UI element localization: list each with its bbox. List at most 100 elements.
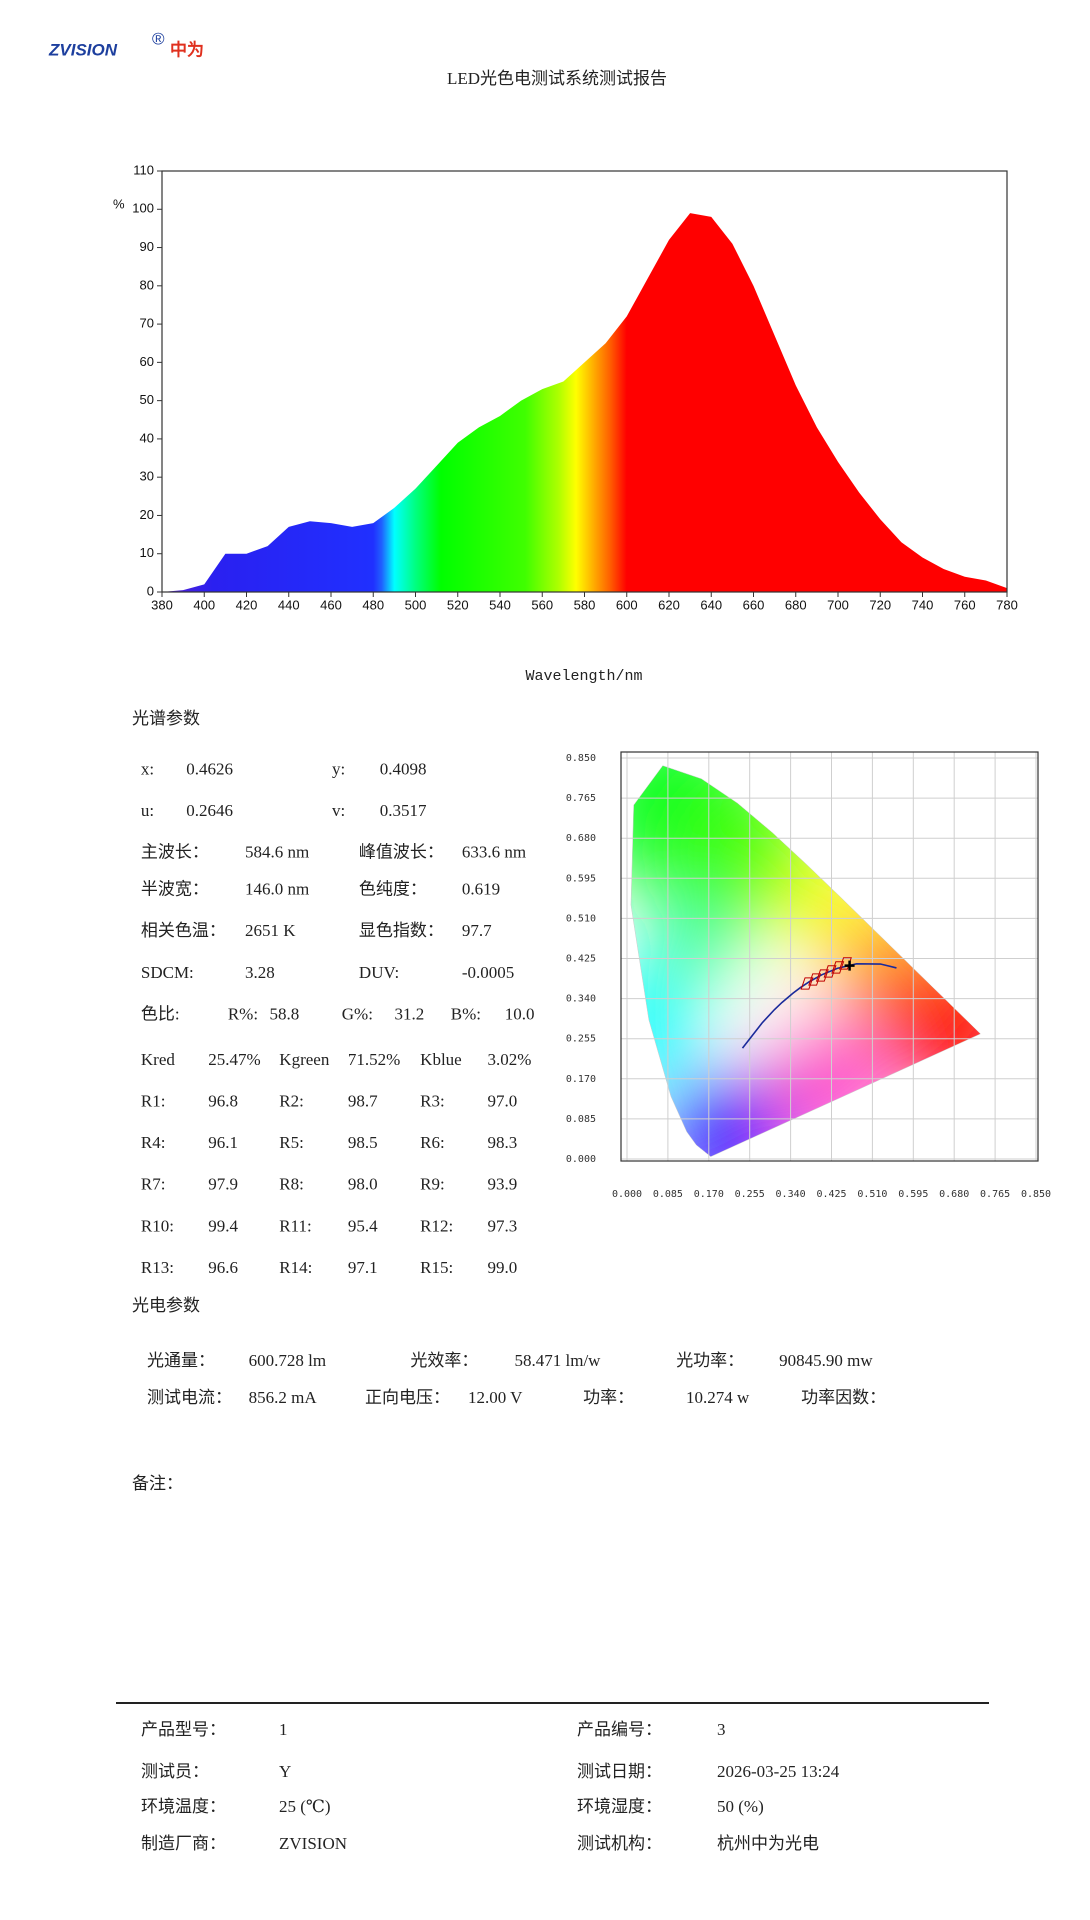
footer-field: 测试日期： bbox=[577, 1762, 662, 1781]
spectral-param: R%: bbox=[228, 1004, 258, 1023]
spectral-param: R6: bbox=[420, 1133, 445, 1152]
spectral-param: 584.6 nm bbox=[245, 843, 309, 862]
x-tick-label: 440 bbox=[278, 597, 300, 612]
spectral-param: 主波长： bbox=[141, 843, 209, 862]
photoelectric-param: 光功率： bbox=[676, 1351, 744, 1370]
photoelectric-param: 正向电压： bbox=[365, 1388, 450, 1407]
spectral-param: 58.8 bbox=[270, 1004, 300, 1023]
x-tick-label: 0.425 bbox=[816, 1189, 846, 1200]
spectral-param: R14: bbox=[279, 1258, 312, 1277]
x-tick-label: 740 bbox=[912, 597, 934, 612]
photoelectric-param: 10.274 w bbox=[686, 1388, 750, 1407]
trademark: ® bbox=[152, 29, 165, 48]
y-tick-label: 0 bbox=[147, 583, 154, 598]
spectral-param: x: bbox=[141, 759, 154, 778]
photoelectric-param: 856.2 mA bbox=[249, 1388, 318, 1407]
y-tick-label: 0.850 bbox=[566, 753, 596, 764]
spectral-param: 99.0 bbox=[488, 1258, 518, 1277]
x-tick-label: 600 bbox=[616, 597, 638, 612]
spectral-param: R10: bbox=[141, 1216, 174, 1235]
y-tick-label: 50 bbox=[140, 392, 154, 407]
x-tick-label: 420 bbox=[236, 597, 258, 612]
spectral-param: R2: bbox=[279, 1091, 304, 1110]
x-tick-label: 780 bbox=[996, 597, 1018, 612]
x-tick-label: 0.680 bbox=[939, 1189, 969, 1200]
spectral-param: 0.4098 bbox=[380, 759, 427, 778]
spectral-param: R4: bbox=[141, 1133, 166, 1152]
photoelectric-param: 12.00 V bbox=[468, 1388, 523, 1407]
gamut-edge bbox=[630, 765, 981, 1157]
y-tick-label: 110 bbox=[133, 162, 154, 177]
y-tick-label: 10 bbox=[140, 545, 154, 560]
x-tick-label: 460 bbox=[320, 597, 342, 612]
spectral-param: R12: bbox=[420, 1216, 453, 1235]
footer-field: 杭州中为光电 bbox=[717, 1834, 819, 1853]
footer-field: 测试员： bbox=[141, 1762, 209, 1781]
spectral-param: 97.1 bbox=[348, 1258, 378, 1277]
remarks-title: 备注： bbox=[132, 1474, 183, 1493]
logo: ZVISION bbox=[48, 40, 118, 59]
planckian-locus bbox=[741, 963, 897, 1049]
x-tick-label: 720 bbox=[869, 597, 891, 612]
photoelectric-param: 90845.90 mw bbox=[779, 1351, 873, 1370]
y-tick-label: 0.765 bbox=[566, 793, 596, 804]
spectral-param: 97.9 bbox=[208, 1175, 238, 1194]
footer-field: 2026-03-25 13:24 bbox=[717, 1762, 840, 1781]
x-tick-label: 500 bbox=[405, 597, 427, 612]
footer-field: ZVISION bbox=[279, 1834, 347, 1853]
spectral-param: 色比: bbox=[141, 1004, 180, 1023]
footer-field: Y bbox=[279, 1762, 291, 1781]
spectral-param: Kgreen bbox=[279, 1050, 330, 1069]
y-tick-label: 0.170 bbox=[566, 1074, 596, 1085]
photoelectric-param: 58.471 lm/w bbox=[515, 1351, 602, 1370]
gamut-blob bbox=[731, 968, 812, 1049]
y-tick-label: 0.510 bbox=[566, 913, 596, 924]
photoelectric-param: 光效率： bbox=[410, 1351, 478, 1370]
x-tick-label: 760 bbox=[954, 597, 976, 612]
isotherm bbox=[815, 969, 829, 982]
spectral-param: SDCM: bbox=[141, 963, 194, 982]
x-tick-label: 640 bbox=[700, 597, 722, 612]
y-tick-label: 0.085 bbox=[566, 1114, 596, 1125]
x-tick-label: 520 bbox=[447, 597, 469, 612]
spectrum-area bbox=[162, 213, 1007, 592]
spectral-param: 0.4626 bbox=[186, 759, 233, 778]
x-tick-label: 0.255 bbox=[735, 1189, 765, 1200]
x-tick-label: 400 bbox=[193, 597, 215, 612]
spectral-param: R15: bbox=[420, 1258, 453, 1277]
spectral-param: Kblue bbox=[420, 1050, 462, 1069]
spectral-param: 10.0 bbox=[505, 1004, 535, 1023]
y-tick-label: 90 bbox=[140, 239, 154, 254]
section-title: 光谱参数 bbox=[132, 709, 200, 728]
y-tick-label: 0.680 bbox=[566, 833, 596, 844]
x-tick-label: 700 bbox=[827, 597, 849, 612]
spectral-param: 98.3 bbox=[488, 1133, 518, 1152]
spectral-param: 25.47% bbox=[208, 1050, 260, 1069]
spectral-param: 633.6 nm bbox=[462, 843, 526, 862]
y-tick-label: 100 bbox=[132, 201, 154, 216]
photoelectric-param: 功率： bbox=[583, 1388, 634, 1407]
spectral-param: 97.7 bbox=[462, 921, 492, 940]
spectral-param: 3.02% bbox=[488, 1050, 532, 1069]
spectral-param: 96.6 bbox=[208, 1258, 238, 1277]
x-tick-label: 480 bbox=[362, 597, 384, 612]
footer-field: 产品编号： bbox=[577, 1720, 662, 1739]
spectral-param: 98.7 bbox=[348, 1091, 378, 1110]
spectral-param: 3.28 bbox=[245, 963, 275, 982]
spectral-param: 2651 K bbox=[245, 921, 296, 940]
spectral-param: 146.0 nm bbox=[245, 879, 309, 898]
logo-cn: 中为 bbox=[170, 39, 204, 59]
spectral-param: 半波宽： bbox=[141, 879, 209, 898]
x-tick-label: 540 bbox=[489, 597, 511, 612]
y-tick-label: 0.255 bbox=[566, 1034, 596, 1045]
gamut-blob bbox=[663, 1075, 784, 1157]
y-tick-label: 30 bbox=[140, 469, 154, 484]
spectral-param: B%: bbox=[451, 1004, 481, 1023]
photoelectric-param: 光通量： bbox=[147, 1351, 215, 1370]
x-tick-label: 0.170 bbox=[694, 1189, 724, 1200]
spectral-param: 98.0 bbox=[348, 1175, 378, 1194]
y-tick-label: 0.000 bbox=[566, 1154, 596, 1165]
x-tick-label: 0.595 bbox=[898, 1189, 928, 1200]
x-tick-label: 0.765 bbox=[980, 1189, 1010, 1200]
